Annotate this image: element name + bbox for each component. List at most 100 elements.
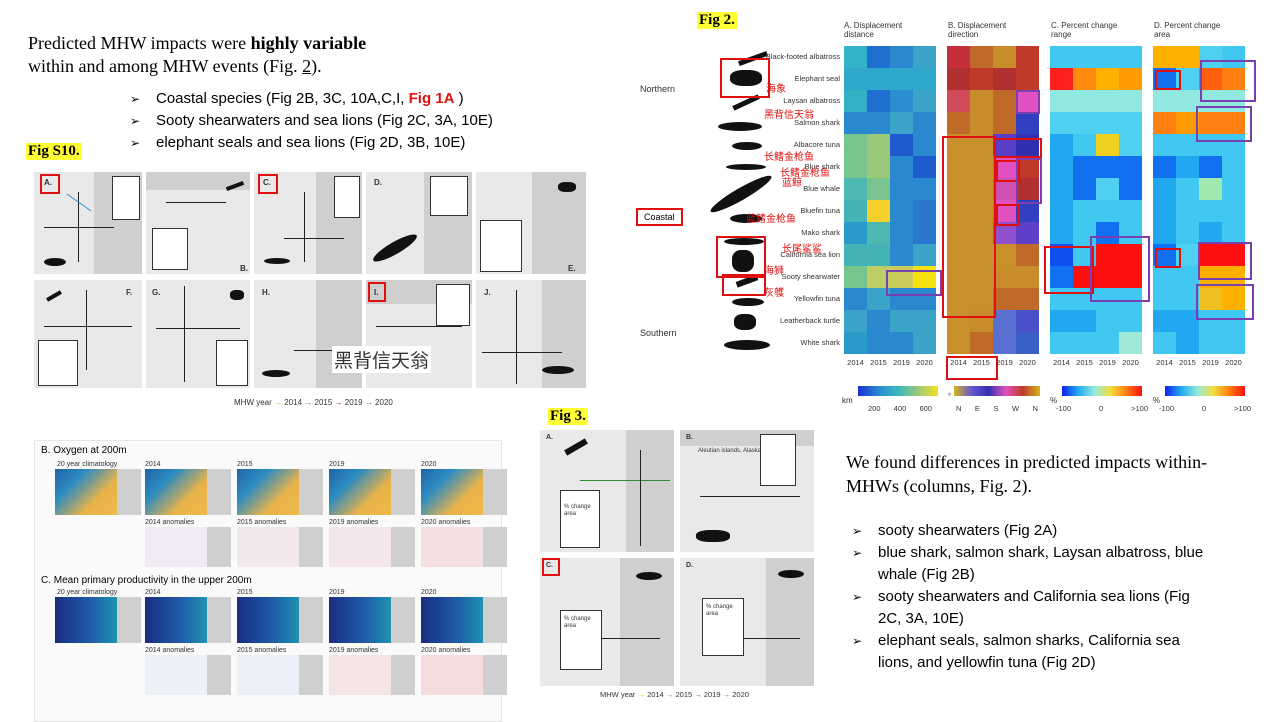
- oxygen-map: [237, 469, 323, 515]
- s10-panel-a: [34, 172, 142, 274]
- zh-label: 长尾鲨鲨: [782, 244, 822, 255]
- arrow-bullet-icon: ➢: [852, 546, 863, 560]
- oxygen-title: B. Oxygen at 200m: [41, 445, 127, 456]
- zh-label: 海象: [766, 84, 786, 95]
- productivity-map: [237, 597, 323, 643]
- oxygen-map: [421, 469, 507, 515]
- year-ticks-d: 2014 2015 2019 2020: [1156, 358, 1242, 367]
- year-label: 2014: [145, 589, 161, 596]
- panel-letter: E.: [568, 264, 576, 273]
- scale-d-bar: [1165, 386, 1245, 396]
- year-ticks-b: 2014 2015 2019 2020: [950, 358, 1036, 367]
- annotation-box-c: [258, 174, 278, 194]
- fig3-panel-a: % change area A.: [540, 430, 674, 552]
- fig-2-link[interactable]: 2: [302, 56, 312, 76]
- annotation-box-shearwater-a: [886, 270, 942, 296]
- annotation-box-fig3-c: [542, 558, 560, 576]
- year-ticks-c: 2014 2015 2019 2020: [1053, 358, 1139, 367]
- year-label: 2015: [237, 461, 253, 468]
- oxygen-map: [145, 469, 231, 515]
- change-area-label: % change area: [564, 616, 591, 629]
- s10-panel-c: [254, 172, 362, 274]
- productivity-title: C. Mean primary productivity in the uppe…: [41, 575, 252, 586]
- zh-label: 长鳍金枪鱼: [764, 152, 814, 163]
- annotation-box-range-d: [1198, 242, 1252, 280]
- tuna-silhouette-icon: [44, 258, 66, 266]
- anomaly-label: 2014 anomalies: [145, 519, 195, 526]
- arrow-bullet-icon: ➢: [852, 634, 863, 648]
- zh-label: 海狮: [764, 266, 784, 277]
- fig2-col-title-c: C. Percent change range: [1051, 21, 1118, 39]
- whale-silhouette-icon: [370, 230, 420, 266]
- white-shark-silhouette-icon: [724, 340, 770, 350]
- salmon-shark-silhouette-icon: [718, 122, 762, 131]
- scale-d-ticks: -100 0 >100: [1159, 404, 1251, 413]
- panel-letter: B.: [686, 434, 693, 441]
- intro-bullet: ➢ Sooty shearwaters and sea lions (Fig 2C…: [128, 110, 548, 132]
- s10-panel-e: [476, 172, 586, 274]
- s10-panel-b: [146, 172, 250, 274]
- species-label: White shark: [800, 338, 840, 347]
- fig2-col-title-d: D. Percent change area: [1154, 21, 1221, 39]
- s10-panel-j: [476, 280, 586, 388]
- oxygen-anomaly-map: [421, 527, 507, 567]
- zh-label: 灰鹱: [764, 288, 784, 299]
- scale-a-bar: [858, 386, 938, 396]
- productivity-map: [55, 597, 141, 643]
- intro-bullet: ➢ Coastal species (Fig 2B, 3C, 10A,C,I, F…: [128, 88, 548, 110]
- turtle-silhouette-icon: [734, 314, 756, 330]
- panel-letter: G.: [152, 288, 161, 297]
- year-label: 2019: [329, 589, 345, 596]
- fig-2-figure: A. Displacement distance B. Displacement…: [636, 18, 1256, 414]
- fig3-panel-b: Aleutian islands, Alaska B.: [680, 430, 814, 552]
- scale-c-ticks: -100 0 >100: [1056, 404, 1148, 413]
- species-label: Leatherback turtle: [779, 316, 840, 325]
- findings-bullet: ➢ blue shark, salmon shark, Laysan albatr…: [852, 544, 1204, 583]
- anomaly-label: 2014 anomalies: [145, 647, 195, 654]
- panel-letter: B.: [240, 264, 248, 273]
- annotation-box-years-b: [946, 356, 998, 380]
- fig-3-label: Fig 3.: [548, 408, 588, 425]
- findings-title: We found differences in predicted impact…: [846, 452, 1208, 496]
- heatmap-percent-change-range: [1050, 46, 1142, 354]
- findings-bullet: ➢ sooty shearwaters and California sea li…: [852, 588, 1190, 627]
- anomaly-label: 2019 anomalies: [329, 647, 379, 654]
- species-label: Mako shark: [801, 228, 840, 237]
- arrow-bullet-icon: ➢: [852, 590, 863, 604]
- species-label: Black-footed albatross: [765, 52, 840, 61]
- findings-bullet: ➢ sooty shearwaters (Fig 2A): [850, 520, 1210, 542]
- zh-label: 蓝鲸: [782, 178, 802, 189]
- turtle-silhouette-icon: [230, 290, 244, 300]
- species-label: Blue whale: [803, 184, 840, 193]
- group-southern: Southern: [640, 328, 677, 338]
- zh-label: 蓝鳍金枪鱼: [746, 214, 796, 225]
- ocean-figure: B. Oxygen at 200m 20 year climatology 20…: [34, 440, 507, 722]
- species-label: Sooty shearwater: [781, 272, 840, 281]
- scale-c-unit: %: [1050, 396, 1058, 405]
- intro-text: Predicted MHW impacts were highly variab…: [28, 32, 448, 78]
- productivity-anomaly-map: [329, 655, 415, 695]
- arrow-bullet-icon: ➢: [130, 136, 141, 150]
- anomaly-label: 2020 anomalies: [421, 519, 471, 526]
- tuna-silhouette-icon: [636, 572, 662, 580]
- elephant-seal-silhouette-icon: [696, 530, 730, 542]
- intro-bullet: ➢ elephant seals and sea lions (Fig 2D, 3…: [128, 132, 548, 154]
- oxygen-anomaly-map: [145, 527, 231, 567]
- arrow-bullet-icon: ➢: [852, 524, 863, 538]
- species-label: Bluefin tuna: [800, 206, 840, 215]
- annotation-box-i: [368, 282, 386, 302]
- fig-2-label: Fig 2.: [697, 12, 737, 29]
- intro-line-1: Predicted MHW impacts were highly variab…: [28, 33, 367, 53]
- yellowfin-tuna-silhouette-icon: [732, 298, 764, 306]
- species-labels: Black-footed albatross Elephant seal Lay…: [756, 48, 840, 348]
- shark-silhouette-icon: [264, 258, 290, 264]
- elephant-seal-silhouette-icon: [730, 70, 762, 86]
- productivity-map: [329, 597, 415, 643]
- fig3-panel-d: % change area D.: [680, 558, 814, 686]
- group-coastal: Coastal: [636, 208, 683, 226]
- fig2-col-title-a: A. Displacement distance: [844, 21, 903, 39]
- anomaly-label: 2015 anomalies: [237, 519, 287, 526]
- sea-lion-silhouette-icon: [732, 250, 754, 272]
- year-label: 2014: [145, 461, 161, 468]
- annotation-box-sealion-d: [1155, 248, 1181, 268]
